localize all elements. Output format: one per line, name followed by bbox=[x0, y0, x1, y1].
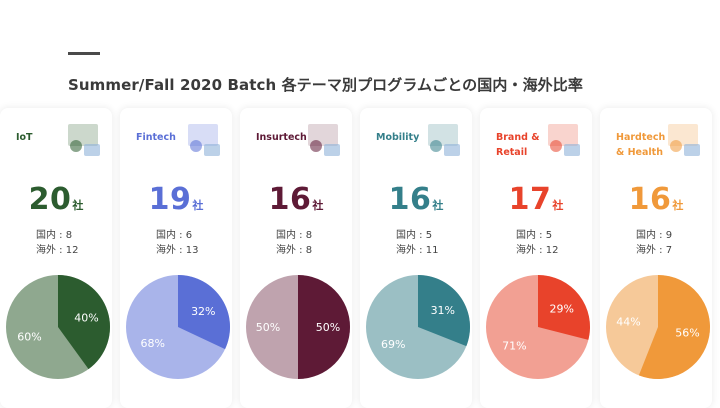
pie-chart: 31% 69% bbox=[366, 275, 471, 379]
theme-card: Insurtech 16社国内 : 8 海外 : 8 50% 50% bbox=[240, 108, 352, 408]
illustration-figure bbox=[310, 140, 322, 152]
overseas-count: 海外 : 13 bbox=[156, 245, 199, 256]
illustration-figure bbox=[670, 140, 682, 152]
theme-illustration-icon bbox=[188, 124, 220, 156]
illustration-figure bbox=[550, 140, 562, 152]
pie-label-overseas: 69% bbox=[381, 338, 405, 351]
company-count-value: 19 bbox=[148, 182, 192, 217]
title-accent-bar bbox=[68, 52, 100, 55]
pie-slice-domestic bbox=[638, 275, 710, 379]
company-count-unit: 社 bbox=[72, 199, 84, 212]
company-count-unit: 社 bbox=[192, 199, 204, 212]
pie-label-overseas: 60% bbox=[17, 330, 41, 343]
overseas-count: 海外 : 11 bbox=[396, 245, 439, 256]
company-count: 16社 bbox=[600, 182, 712, 217]
pie-label-domestic: 50% bbox=[316, 321, 340, 334]
pie-chart: 32% 68% bbox=[126, 275, 230, 379]
overseas-count: 海外 : 7 bbox=[636, 245, 673, 256]
domestic-count: 国内 : 6 bbox=[156, 230, 193, 241]
illustration-block bbox=[564, 144, 580, 156]
pie-slice-domestic bbox=[58, 275, 110, 370]
domestic-count: 国内 : 5 bbox=[516, 230, 553, 241]
company-count-unit: 社 bbox=[552, 199, 564, 212]
theme-label: IoT bbox=[16, 132, 33, 143]
theme-illustration-icon bbox=[668, 124, 700, 156]
theme-card: Brand & Retail 17社国内 : 5 海外 : 12 29% 71% bbox=[480, 108, 592, 408]
domestic-count: 国内 : 5 bbox=[396, 230, 433, 241]
pie-chart: 40% 60% bbox=[6, 275, 110, 379]
company-count: 19社 bbox=[120, 182, 232, 217]
theme-label: Mobility bbox=[376, 132, 420, 143]
theme-label: Insurtech bbox=[256, 132, 307, 143]
theme-card: Fintech 19社国内 : 6 海外 : 13 32% 68% bbox=[120, 108, 232, 408]
pie-chart: 56% 44% bbox=[606, 275, 710, 379]
domestic-count: 国内 : 8 bbox=[276, 230, 313, 241]
pie-label-domestic: 31% bbox=[431, 304, 455, 317]
theme-label: Fintech bbox=[136, 132, 176, 143]
pie-slice-domestic bbox=[178, 275, 230, 350]
pie-slice-domestic bbox=[298, 275, 350, 379]
illustration-block bbox=[684, 144, 700, 156]
illustration-figure bbox=[430, 140, 442, 152]
illustration-block bbox=[84, 144, 100, 156]
domestic-overseas-breakdown: 国内 : 8 海外 : 12 bbox=[36, 228, 78, 258]
company-count-value: 20 bbox=[28, 182, 72, 217]
domestic-overseas-breakdown: 国内 : 6 海外 : 13 bbox=[156, 228, 198, 258]
company-count-unit: 社 bbox=[672, 199, 684, 212]
company-count-unit: 社 bbox=[432, 199, 444, 212]
company-count: 16社 bbox=[240, 182, 352, 217]
theme-label: Brand & Retail bbox=[496, 132, 540, 158]
domestic-overseas-breakdown: 国内 : 8 海外 : 8 bbox=[276, 228, 312, 258]
overseas-count: 海外 : 8 bbox=[276, 245, 313, 256]
pie-label-domestic: 56% bbox=[675, 327, 699, 340]
pie-label-domestic: 32% bbox=[191, 305, 215, 318]
company-count-value: 16 bbox=[628, 182, 672, 217]
pie-label-overseas: 44% bbox=[616, 315, 640, 328]
domestic-overseas-breakdown: 国内 : 5 海外 : 12 bbox=[516, 228, 558, 258]
company-count-unit: 社 bbox=[312, 199, 324, 212]
company-count-value: 17 bbox=[508, 182, 552, 217]
illustration-block bbox=[204, 144, 220, 156]
theme-card: Hardtech & Health 16社国内 : 9 海外 : 7 56% 44% bbox=[600, 108, 712, 408]
illustration-block bbox=[444, 144, 460, 156]
theme-card: IoT 20社国内 : 8 海外 : 12 40% 60% bbox=[0, 108, 112, 408]
pie-slice-domestic bbox=[418, 275, 471, 347]
domestic-count: 国内 : 8 bbox=[36, 230, 73, 241]
pie-label-domestic: 29% bbox=[549, 303, 573, 316]
theme-illustration-icon bbox=[308, 124, 340, 156]
pie-chart: 29% 71% bbox=[486, 275, 591, 379]
pie-label-overseas: 50% bbox=[256, 321, 280, 334]
theme-illustration-icon bbox=[428, 124, 460, 156]
pie-label-overseas: 68% bbox=[140, 337, 164, 350]
pie-chart: 50% 50% bbox=[246, 275, 350, 379]
domestic-count: 国内 : 9 bbox=[636, 230, 673, 241]
illustration-block bbox=[324, 144, 340, 156]
pie-slice-domestic bbox=[538, 275, 591, 340]
theme-card: Mobility 16社国内 : 5 海外 : 11 31% 69% bbox=[360, 108, 472, 408]
company-count: 16社 bbox=[360, 182, 472, 217]
domestic-overseas-breakdown: 国内 : 9 海外 : 7 bbox=[636, 228, 672, 258]
theme-illustration-icon bbox=[548, 124, 580, 156]
illustration-figure bbox=[70, 140, 82, 152]
overseas-count: 海外 : 12 bbox=[36, 245, 79, 256]
pie-label-domestic: 40% bbox=[74, 312, 98, 325]
company-count: 17社 bbox=[480, 182, 592, 217]
theme-illustration-icon bbox=[68, 124, 100, 156]
cards-row: IoT 20社 国内 : 8 海外 : 12 40% 60% Fintech 19社 国内 : … bbox=[0, 108, 720, 408]
company-count-value: 16 bbox=[388, 182, 432, 217]
company-count: 20社 bbox=[0, 182, 112, 217]
domestic-overseas-breakdown: 国内 : 5 海外 : 11 bbox=[396, 228, 438, 258]
overseas-count: 海外 : 12 bbox=[516, 245, 559, 256]
illustration-figure bbox=[190, 140, 202, 152]
theme-label: Hardtech & Health bbox=[616, 132, 666, 158]
pie-label-overseas: 71% bbox=[502, 339, 526, 352]
page-title: Summer/Fall 2020 Batch 各テーマ別プログラムごとの国内・海… bbox=[68, 76, 583, 94]
company-count-value: 16 bbox=[268, 182, 312, 217]
